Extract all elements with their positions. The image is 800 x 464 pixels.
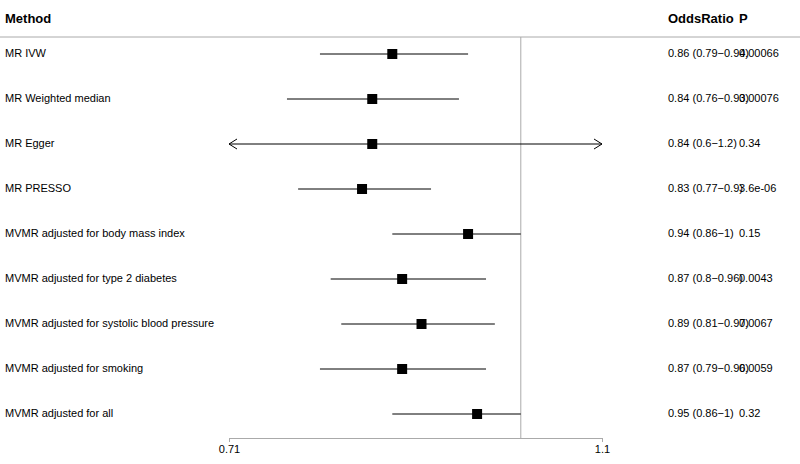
ci-arrow xyxy=(594,139,602,149)
p-value-label: 3.6e-06 xyxy=(739,182,776,194)
header-rule xyxy=(0,37,800,38)
p-value-label: 0.0067 xyxy=(739,317,773,329)
method-label: MVMR adjusted for all xyxy=(5,407,113,419)
odds-ratio-label: 0.89 (0.81−0.97) xyxy=(668,317,749,329)
method-label: MR PRESSO xyxy=(5,182,71,194)
p-value-label: 0.32 xyxy=(739,407,760,419)
method-label: MVMR adjusted for body mass index xyxy=(5,227,185,239)
p-value-label: 0.0059 xyxy=(739,362,773,374)
odds-ratio-label: 0.87 (0.8−0.96) xyxy=(668,272,743,284)
odds-ratio-label: 0.83 (0.77−0.9) xyxy=(668,182,743,194)
method-label: MVMR adjusted for systolic blood pressur… xyxy=(5,317,214,329)
p-value-label: 0.00076 xyxy=(739,92,779,104)
x-axis: 0.71 1.1 xyxy=(219,438,610,455)
column-header: Method xyxy=(5,11,51,26)
tick-mark xyxy=(229,438,230,442)
column-header: OddsRatio xyxy=(668,11,734,26)
odds-ratio-label: 0.87 (0.79−0.96) xyxy=(668,362,749,374)
point-estimate xyxy=(397,364,407,374)
method-label: MVMR adjusted for type 2 diabetes xyxy=(5,272,177,284)
odds-ratio-label: 0.84 (0.6−1.2) xyxy=(668,137,737,149)
point-estimate xyxy=(357,184,367,194)
method-label: MR Weighted median xyxy=(5,92,111,104)
p-value-label: 0.0043 xyxy=(739,272,773,284)
method-label: MVMR adjusted for smoking xyxy=(5,362,143,374)
p-value-label: 0.15 xyxy=(739,227,760,239)
tick-label: 1.1 xyxy=(595,443,610,455)
tick: 0.71 xyxy=(219,438,240,455)
plot-area xyxy=(229,49,602,419)
reference-line xyxy=(520,37,521,438)
column-header: P xyxy=(739,11,748,26)
tick: 1.1 xyxy=(595,438,610,455)
tick-mark xyxy=(602,438,603,442)
tick-label: 0.71 xyxy=(219,443,240,455)
odds-ratio-label: 0.95 (0.86−1) xyxy=(668,407,734,419)
confidence-interval xyxy=(392,234,520,235)
point-estimate xyxy=(417,319,427,329)
confidence-interval xyxy=(229,144,602,145)
method-label: MR Egger xyxy=(5,137,55,149)
odds-ratio-label: 0.86 (0.79−0.94) xyxy=(668,47,749,59)
point-estimate xyxy=(463,229,473,239)
method-label: MR IVW xyxy=(5,47,47,59)
point-estimate xyxy=(367,94,377,104)
point-estimate xyxy=(397,274,407,284)
point-estimate xyxy=(367,139,377,149)
confidence-interval xyxy=(392,414,520,415)
odds-ratio-label: 0.84 (0.76−0.93) xyxy=(668,92,749,104)
forest-plot: MethodOddsRatioPMR IVW0.86 (0.79−0.94)0.… xyxy=(0,0,800,464)
ci-arrow xyxy=(229,139,237,149)
point-estimate xyxy=(472,409,482,419)
p-value-label: 0.34 xyxy=(739,137,760,149)
confidence-interval xyxy=(331,279,486,280)
axis-line xyxy=(230,439,603,443)
odds-ratio-label: 0.94 (0.86−1) xyxy=(668,227,734,239)
p-value-label: 0.00066 xyxy=(739,47,779,59)
point-estimate xyxy=(387,49,397,59)
